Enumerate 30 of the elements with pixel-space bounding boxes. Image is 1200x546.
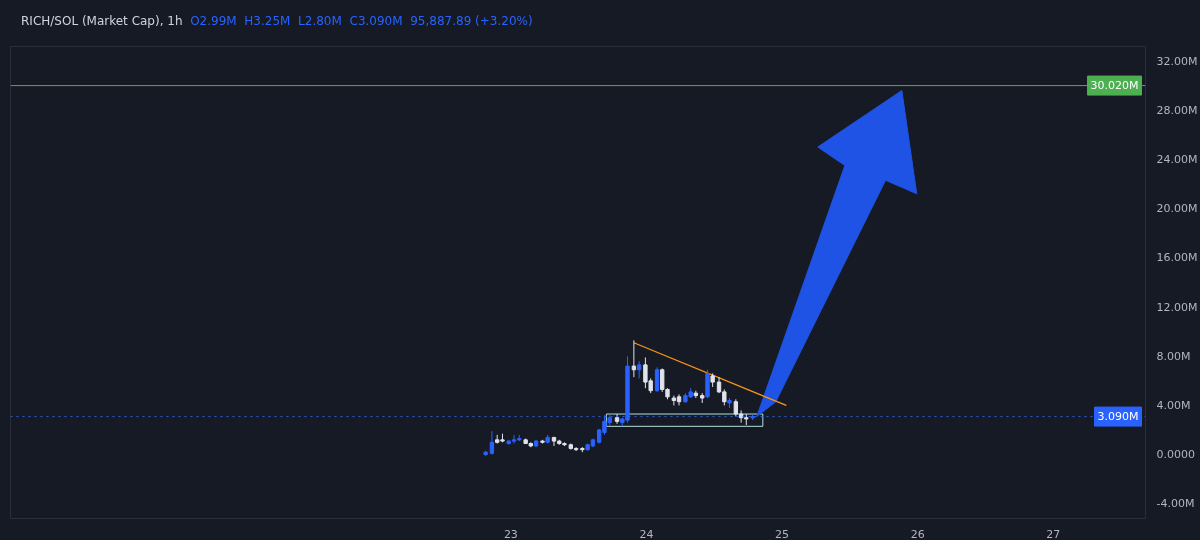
ref-line-label: 3.090M [1097, 410, 1139, 424]
text: C3.090M [349, 14, 403, 28]
y-tick-label: 28.00M [1156, 103, 1198, 117]
text: O2.99M [190, 14, 237, 28]
x-tick-label: 25 [775, 527, 790, 541]
y-tick-label: 24.00M [1156, 153, 1198, 167]
candlestick [489, 430, 495, 456]
text: L2.80M [298, 14, 342, 28]
candlestick [671, 395, 677, 406]
candlestick [654, 366, 660, 393]
y-tick-label: 20.00M [1156, 202, 1198, 216]
y-tick-label: 32.00M [1156, 54, 1198, 68]
chart-title: RICH/SOL (Market Cap), 1h [21, 14, 183, 28]
candlestick [705, 369, 710, 399]
candlestick [676, 393, 682, 406]
y-tick-label: -4.00M [1156, 497, 1195, 511]
x-tick-label: 27 [1046, 527, 1061, 541]
x-tick-label: 26 [910, 527, 925, 541]
text: 95,887.89 (+3.20%) [410, 14, 533, 28]
y-tick-label: 12.00M [1156, 300, 1198, 314]
candlestick [631, 339, 637, 378]
y-tick-label: 0.0000 [1156, 448, 1195, 462]
y-tick-label: 8.00M [1156, 349, 1191, 363]
x-tick-label: 24 [639, 527, 654, 541]
text: H3.25M [244, 14, 291, 28]
ref-line-label: 30.020M [1090, 79, 1139, 93]
candlestick [614, 413, 620, 425]
x-tick-label: 23 [503, 527, 518, 541]
y-tick-label: 16.00M [1156, 251, 1198, 265]
y-tick-label: 4.00M [1156, 398, 1191, 412]
